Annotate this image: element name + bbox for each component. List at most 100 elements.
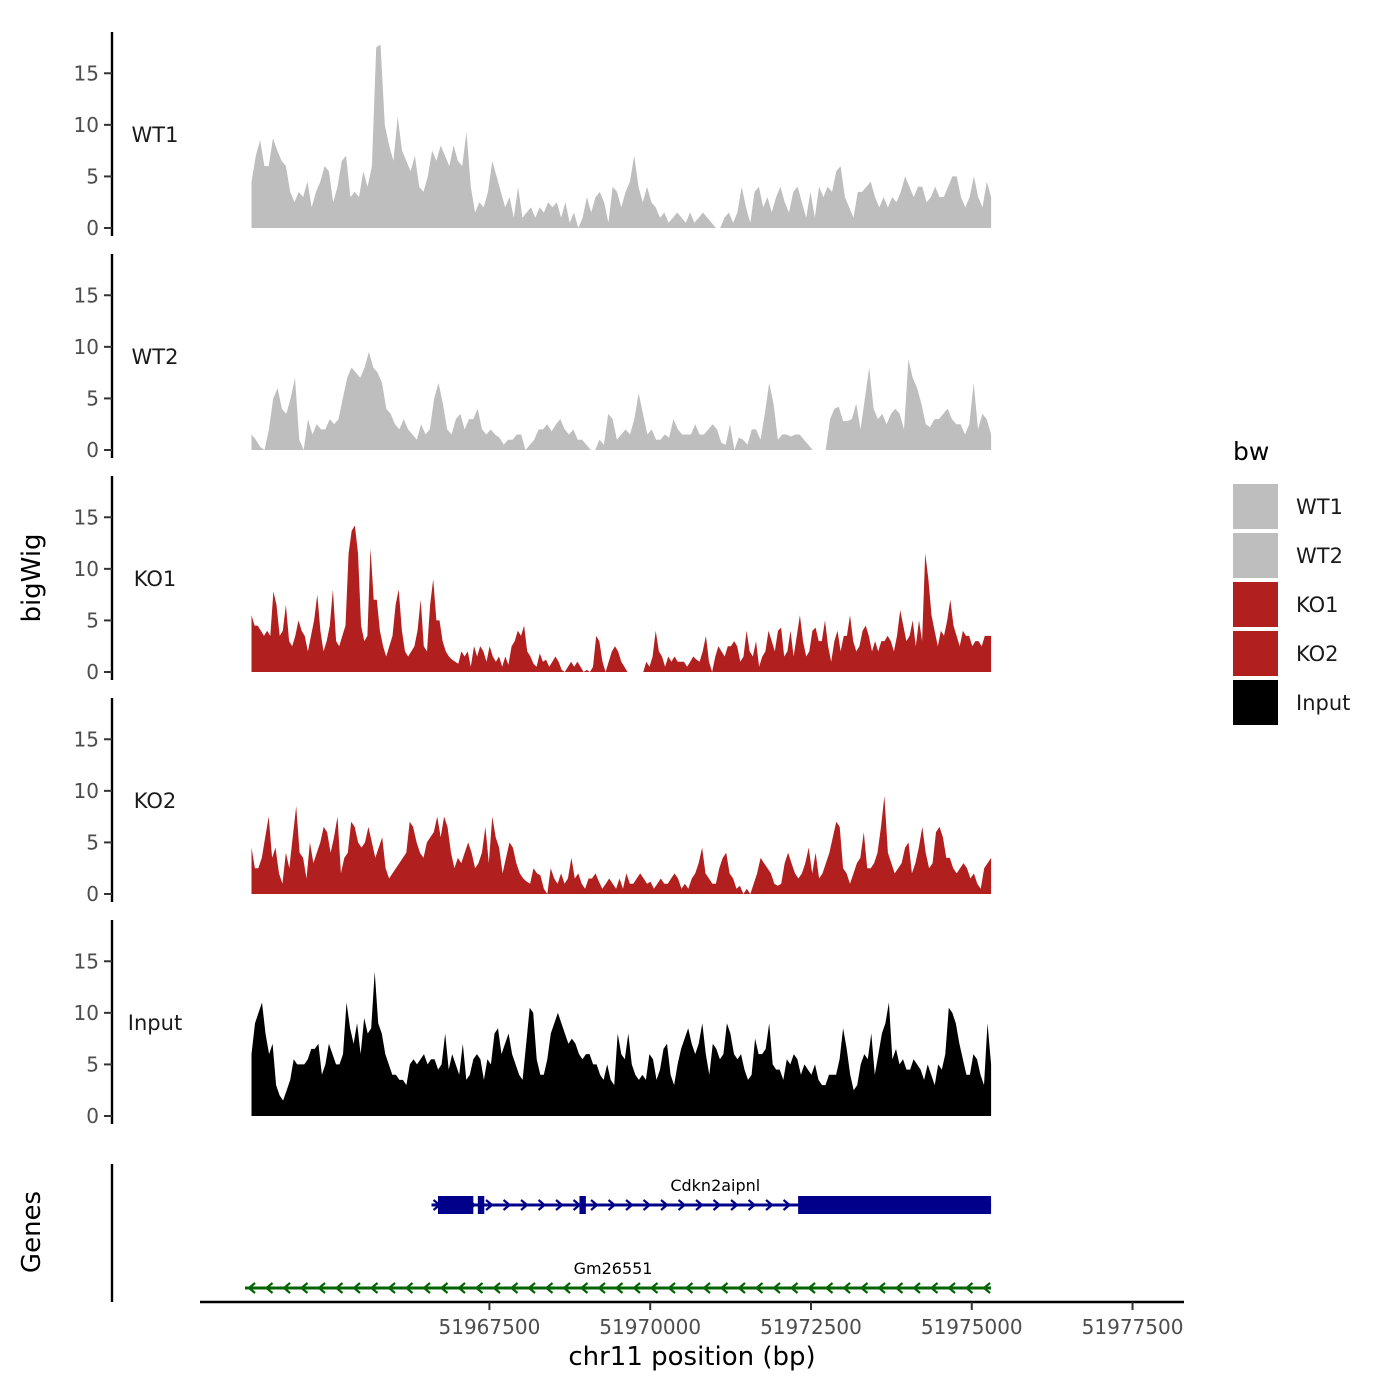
- legend-item-KO1: KO1: [1233, 582, 1339, 627]
- y-tick-label: 5: [86, 164, 99, 188]
- strand-arrow: [527, 1282, 536, 1294]
- strand-arrow: [317, 1282, 326, 1294]
- legend-label: WT2: [1296, 544, 1343, 568]
- strand-arrow: [352, 1282, 361, 1294]
- legend-item-WT2: WT2: [1233, 533, 1343, 578]
- strand-arrow: [485, 1199, 494, 1211]
- legend-swatch: [1233, 680, 1278, 725]
- strand-arrow: [544, 1282, 554, 1294]
- strand-arrow: [282, 1282, 291, 1294]
- strand-arrow: [737, 1282, 746, 1294]
- strand-arrow: [712, 1199, 722, 1211]
- legend-swatch: [1233, 533, 1278, 578]
- genes-panel: Cdkn2aipnl Gm26551 51967500 51970000 519725…: [110, 1164, 1184, 1339]
- signal-area-KO1: [251, 525, 992, 672]
- gene-Gm26551: Gm26551: [245, 1259, 992, 1294]
- strand-arrow: [509, 1282, 519, 1294]
- track-label-WT1: WT1: [132, 123, 179, 147]
- strand-arrow: [492, 1282, 501, 1294]
- exon: [798, 1196, 992, 1214]
- legend-title: bw: [1233, 437, 1269, 466]
- strand-arrow: [387, 1282, 396, 1294]
- strand-arrow: [747, 1199, 757, 1211]
- strand-arrow: [537, 1199, 547, 1211]
- strand-arrow: [912, 1282, 921, 1294]
- strand-arrow: [369, 1282, 379, 1294]
- strand-arrow: [695, 1199, 704, 1211]
- strand-arrow: [597, 1282, 606, 1294]
- y-tick-label: 5: [86, 830, 99, 854]
- strand-arrow: [677, 1199, 687, 1211]
- x-tick-label: 51975000: [921, 1315, 1023, 1339]
- y-tick-label: 0: [86, 438, 99, 462]
- track-label-WT2: WT2: [132, 345, 179, 369]
- strand-arrow: [789, 1282, 799, 1294]
- strand-arrow: [772, 1282, 781, 1294]
- signal-area-KO2: [251, 796, 992, 894]
- gene-Cdkn2aipnl: Cdkn2aipnl: [431, 1176, 992, 1214]
- legend-swatch: [1233, 631, 1278, 676]
- strand-arrow: [947, 1282, 956, 1294]
- x-tick-label: 51977500: [1082, 1315, 1184, 1339]
- gene-models: Cdkn2aipnl Gm26551: [245, 1176, 992, 1294]
- strand-arrow: [877, 1282, 886, 1294]
- strand-arrow: [422, 1282, 431, 1294]
- strand-arrow: [765, 1199, 774, 1211]
- strand-arrow: [667, 1282, 676, 1294]
- exon: [477, 1196, 485, 1214]
- y-tick-label: 0: [86, 1104, 99, 1128]
- signal-area-Input: [251, 971, 992, 1116]
- y-tick-label: 15: [74, 61, 99, 85]
- genes-panel-label: Genes: [17, 1191, 47, 1273]
- legend-item-WT1: WT1: [1233, 484, 1343, 529]
- legend-label: WT1: [1296, 495, 1343, 519]
- strand-arrow: [782, 1199, 792, 1211]
- signal-area-WT2: [251, 352, 992, 450]
- gene-label: Gm26551: [574, 1259, 653, 1278]
- strand-arrow: [334, 1282, 344, 1294]
- y-tick-label: 5: [86, 386, 99, 410]
- y-tick-label: 10: [74, 1001, 99, 1025]
- strand-arrow: [590, 1199, 599, 1211]
- strand-arrow: [520, 1199, 529, 1211]
- strand-arrow: [247, 1282, 256, 1294]
- y-tick-label: 10: [74, 113, 99, 137]
- strand-arrow: [842, 1282, 851, 1294]
- strand-arrow: [859, 1282, 869, 1294]
- strand-arrow: [614, 1282, 624, 1294]
- strand-arrow: [660, 1199, 669, 1211]
- strand-arrow: [649, 1282, 659, 1294]
- track-WT2: 0 5 10 15 WT2: [74, 254, 992, 462]
- strand-arrow: [579, 1282, 589, 1294]
- gene-label: Cdkn2aipnl: [670, 1176, 760, 1195]
- legend-swatch: [1233, 484, 1278, 529]
- track-label-KO2: KO2: [134, 789, 177, 813]
- x-axis-title: chr11 position (bp): [568, 1342, 815, 1372]
- strand-arrow: [502, 1199, 512, 1211]
- y-tick-label: 10: [74, 557, 99, 581]
- strand-arrow: [404, 1282, 414, 1294]
- y-tick-label: 10: [74, 335, 99, 359]
- x-axis-ticks: 51967500 51970000 51972500 51975000 51977500: [439, 1302, 1184, 1339]
- track-label-Input: Input: [128, 1011, 182, 1035]
- legend-label: KO1: [1296, 593, 1339, 617]
- legend-label: Input: [1296, 691, 1350, 715]
- exon: [579, 1196, 586, 1214]
- y-tick-label: 15: [74, 283, 99, 307]
- strand-arrow: [264, 1282, 274, 1294]
- track-WT1: 0 5 10 15 WT1: [74, 32, 992, 240]
- strand-arrow: [702, 1282, 711, 1294]
- track-KO2: 0 5 10 15 KO2: [74, 698, 992, 906]
- legend-items: WT1 WT2 KO1 KO2 Input: [1233, 484, 1350, 725]
- legend-item-Input: Input: [1233, 680, 1350, 725]
- y-axis-title: bigWig: [17, 533, 47, 622]
- strand-arrow: [457, 1282, 466, 1294]
- strand-arrow: [299, 1282, 309, 1294]
- legend-label: KO2: [1296, 642, 1339, 666]
- strand-arrow: [562, 1282, 571, 1294]
- y-tick-label: 0: [86, 216, 99, 240]
- strand-arrow: [642, 1199, 652, 1211]
- y-tick-label: 10: [74, 779, 99, 803]
- y-tick-label: 15: [74, 505, 99, 529]
